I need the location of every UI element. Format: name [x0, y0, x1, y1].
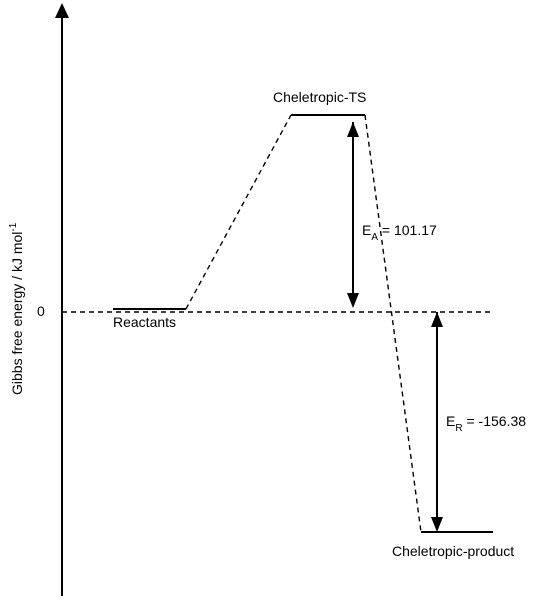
- ea-arrowhead-bottom: [347, 293, 359, 308]
- y-axis-label-superscript: -1: [8, 222, 19, 231]
- er-arrowhead-bottom: [431, 517, 443, 532]
- er-arrowhead-top: [431, 312, 443, 327]
- connector-ts-product: [364, 114, 422, 533]
- zero-tick-label: 0: [37, 303, 45, 319]
- er-label-subscript: R: [455, 423, 462, 434]
- reactants-label: Reactants: [113, 314, 176, 330]
- y-axis-label: Gibbs free energy / kJ mol-1: [8, 222, 25, 395]
- y-axis-arrowhead: [55, 3, 69, 18]
- ea-arrowhead-top: [347, 122, 359, 137]
- er-label: ER = -156.38: [446, 413, 526, 434]
- ea-label-subscript: A: [371, 232, 378, 243]
- product-label: Cheletropic-product: [392, 543, 514, 559]
- ea-label: EA = 101.17: [362, 222, 437, 243]
- connector-reactants-ts: [185, 114, 292, 310]
- ts-label: Cheletropic-TS: [273, 89, 366, 105]
